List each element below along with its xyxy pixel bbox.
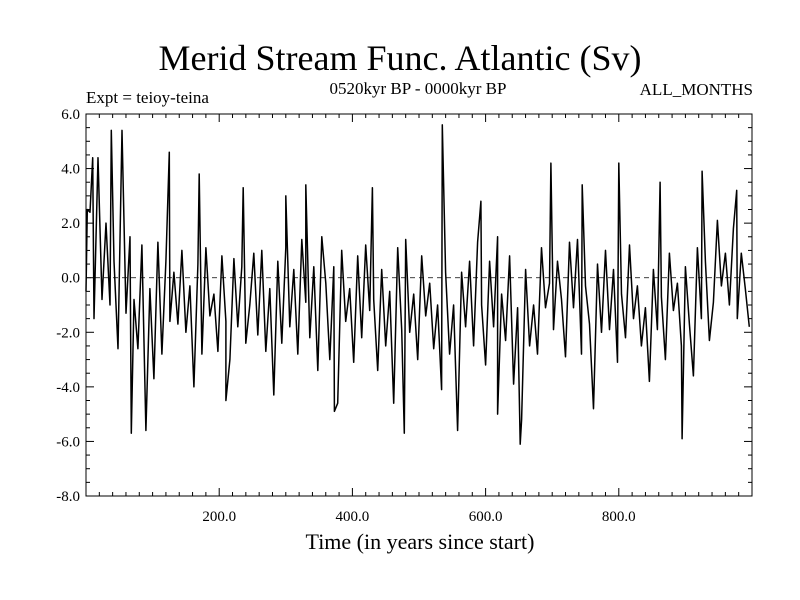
chart-title: Merid Stream Func. Atlantic (Sv) — [158, 38, 642, 78]
x-tick-label: 400.0 — [336, 509, 370, 525]
y-tick-label: 4.0 — [61, 162, 80, 178]
x-axis-label: Time (in years since start) — [305, 529, 535, 554]
x-tick-label: 600.0 — [469, 509, 503, 525]
months-label: ALL_MONTHS — [639, 80, 753, 99]
y-tick-label: 6.0 — [61, 107, 80, 123]
y-tick-label: 0.0 — [61, 271, 80, 287]
y-tick-label: -6.0 — [56, 434, 80, 450]
series-line — [85, 124, 751, 445]
tick-group: 6.0 4.0 2.0 0.0 -2.0 -4.0 -6.0 -8.0 200.0 400.0 60… — [56, 107, 752, 525]
y-tick-label: -4.0 — [56, 380, 80, 396]
experiment-label: Expt = teioy-teina — [86, 88, 209, 107]
x-tick-label: 800.0 — [602, 509, 636, 525]
y-tick-label: -8.0 — [56, 489, 80, 505]
period-label: 0520kyr BP - 0000kyr BP — [329, 79, 507, 98]
x-tick-label: 200.0 — [202, 509, 236, 525]
y-tick-label: 2.0 — [61, 216, 80, 232]
y-tick-label: -2.0 — [56, 325, 80, 341]
